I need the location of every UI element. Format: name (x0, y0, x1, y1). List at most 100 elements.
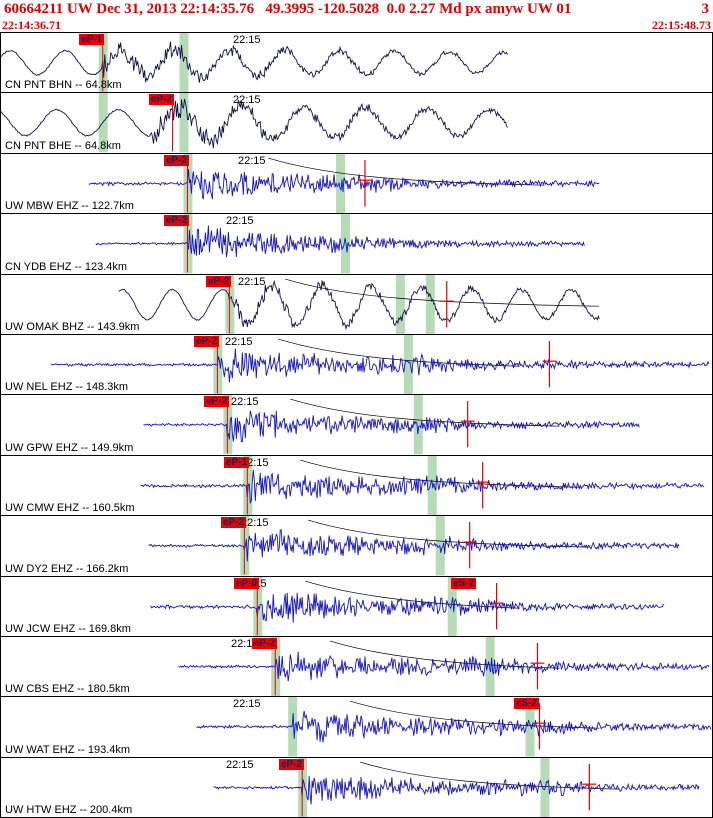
pick-window-band (179, 33, 189, 93)
waveform-plot (178, 636, 710, 697)
seismogram-trace (143, 410, 640, 443)
minute-label: 22:15 (238, 154, 266, 167)
minute-label: 22:15 (226, 215, 254, 228)
coda-envelope-curve (308, 519, 590, 548)
p-pick-label[interactable]: eP-2 (206, 275, 232, 287)
p-pick-label[interactable]: eP-1 (224, 456, 250, 468)
coda-envelope-curve (359, 761, 620, 790)
minute-label: 22:15 (231, 396, 259, 409)
minute-label: 22:15 (225, 335, 253, 348)
header: 60664211 UW Dec 31, 2013 22:14:35.76 49.… (0, 0, 713, 33)
station-label: UW GPW EHZ -- 149.9km (5, 441, 134, 454)
seismogram-trace (95, 225, 585, 258)
p-pick-label[interactable]: eP-2 (221, 517, 247, 529)
trace-panel[interactable]: 22:15 eP-2 UW GPW EHZ -- 149.9km (1, 395, 712, 456)
seismogram-trace (88, 168, 600, 200)
seismogram-trace (196, 711, 712, 743)
waveform-plot (50, 334, 710, 395)
seismogram-trace (150, 592, 665, 623)
seismogram-trace (1, 41, 508, 83)
station-label: UW MBW EHZ -- 122.7km (5, 200, 134, 213)
station-label: UW HTW EHZ -- 200.4km (5, 804, 133, 817)
trace-panel[interactable]: 22:15 eP-2 UW NEL EHZ -- 148.3km (1, 334, 712, 396)
trace-panel[interactable]: 22:15 eP-2 UW CBS EHZ -- 180.5km (1, 636, 712, 698)
coda-envelope-curve (285, 278, 600, 307)
minute-label: 22:15 (241, 517, 269, 530)
seismogram-trace (118, 279, 600, 330)
p-pick-label[interactable]: eP-2 (279, 758, 305, 770)
seismogram-trace (148, 529, 680, 562)
p-pick-label[interactable]: eP-0 (234, 577, 260, 589)
coda-envelope-curve (349, 700, 600, 729)
minute-label: 22:15 (233, 34, 261, 46)
pick-window-band (395, 274, 405, 334)
pick-window-band (336, 153, 346, 214)
station-label: UW WAT EHZ -- 193.4km (5, 743, 131, 756)
coda-envelope-curve (305, 580, 520, 609)
p-pick-label[interactable]: eP-2 (149, 94, 175, 106)
waveform-plot (118, 274, 600, 334)
p-pick-label[interactable]: eP-2 (164, 154, 190, 166)
station-label: UW CMW EHZ -- 160.5km (5, 502, 135, 515)
p-pick-label[interactable]: eP-2 (194, 335, 220, 347)
seismogram-trace (178, 651, 710, 682)
seismogram-trace (1, 99, 508, 149)
minute-label: 22:15 (238, 275, 266, 288)
pick-window-band (288, 697, 298, 757)
pick-window-band (447, 576, 457, 636)
waveform-plot (150, 576, 665, 636)
trace-panel[interactable]: 22:15 eS-2 UW WAT EHZ -- 193.4km (1, 697, 712, 758)
pick-window-band (341, 214, 351, 274)
p-pick-label[interactable]: eP-1 (79, 34, 105, 45)
station-label: CN YDB EHZ -- 123.4km (5, 260, 128, 273)
minute-label: 22:15 (233, 698, 261, 711)
event-summary: 60664211 UW Dec 31, 2013 22:14:35.76 49.… (4, 0, 572, 17)
trace-panel[interactable]: 22:15 eP-2 UW HTW EHZ -- 200.4km (1, 757, 712, 818)
p-pick-label[interactable]: eP-2 (252, 637, 278, 649)
waveform-plot (196, 697, 712, 757)
coda-envelope-curve (278, 338, 520, 367)
seismogram-trace (140, 469, 705, 505)
trace-panel[interactable]: 22:15 eP-1 UW CMW EHZ -- 160.5km (1, 455, 712, 517)
waveform-plot (143, 395, 640, 455)
p-pick-label[interactable]: eP-2 (164, 215, 190, 227)
seismogram-trace (50, 348, 710, 383)
pick-window-band (435, 516, 445, 576)
trace-panel[interactable]: 22:15 eP-1 CN PNT BHN -- 64.8km (1, 33, 712, 94)
pick-window-band (485, 636, 495, 697)
waveform-plot (213, 757, 700, 818)
station-label: CN PNT BHN -- 64.8km (5, 79, 122, 92)
minute-label: 22:15 (233, 94, 261, 107)
station-label: UW NEL EHZ -- 148.3km (5, 381, 129, 394)
pick-window-band (425, 274, 435, 334)
window-start-time: 22:14:36.71 (2, 18, 61, 32)
p-pick-label[interactable]: eP-2 (204, 396, 230, 408)
trace-panel[interactable]: 22:15 eP-2 CN PNT BHE -- 64.8km (1, 93, 712, 154)
trace-panels: 22:15 eP-1 CN PNT BHN -- 64.8km 22:15 eP-2 CN… (0, 32, 713, 818)
coda-envelope-curve (329, 640, 560, 669)
window-end-time: 22:15:48.73 (652, 18, 711, 32)
time-window-row: 22:14:36.71 22:15:48.73 (0, 18, 713, 32)
station-label: UW OMAK BHZ -- 143.9km (5, 320, 140, 333)
event-header-row: 60664211 UW Dec 31, 2013 22:14:35.76 49.… (0, 0, 713, 18)
s-pick-label[interactable]: eS-2 (514, 698, 540, 710)
minute-label: 22:15 (226, 758, 254, 771)
pick-window-band (525, 697, 535, 757)
pick-window-band (413, 395, 423, 455)
pick-window-band (179, 93, 189, 153)
station-label: CN PNT BHE -- 64.8km (5, 139, 121, 152)
trace-panel[interactable]: 22:15 eP-2 UW MBW EHZ -- 122.7km (1, 153, 712, 215)
trace-panel[interactable]: 22:15 eP-2 UW OMAK BHZ -- 143.9km (1, 274, 712, 335)
header-count: 3 (701, 0, 710, 17)
station-label: UW DY2 EHZ -- 166.2km (5, 562, 129, 575)
trace-panel[interactable]: 22:15 eP-2 UW DY2 EHZ -- 166.2km (1, 516, 712, 577)
waveform-plot (88, 153, 600, 214)
s-pick-label[interactable]: eS-2 (451, 577, 477, 589)
trace-panel[interactable]: 22:15 eP-2 CN YDB EHZ -- 123.4km (1, 214, 712, 275)
station-label: UW JCW EHZ -- 169.8km (5, 622, 131, 635)
coda-envelope-curve (290, 399, 560, 427)
pick-window-band (98, 93, 108, 153)
waveform-plot (140, 455, 705, 516)
